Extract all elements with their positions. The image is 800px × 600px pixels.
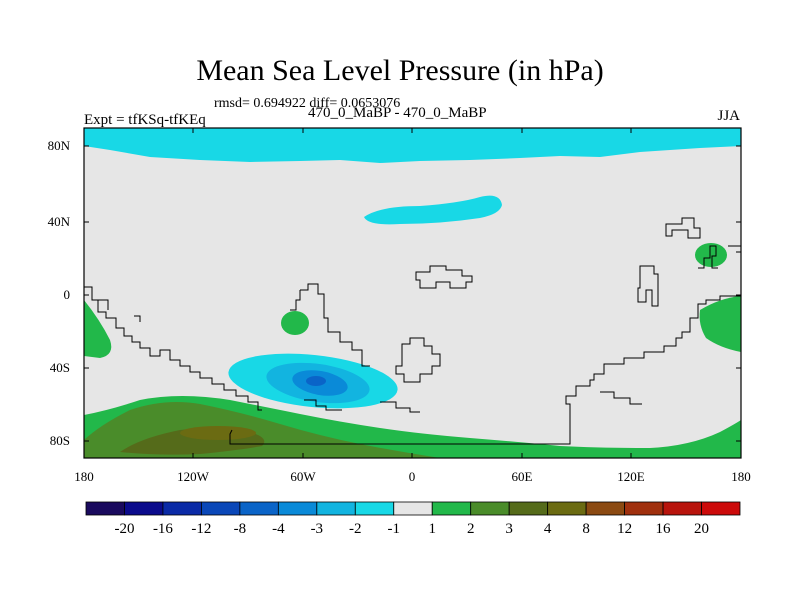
- colorbar-swatch: [124, 501, 164, 516]
- northern-low-region: [364, 195, 502, 225]
- colorbar-swatch: [547, 501, 587, 516]
- colorbar-label: 8: [582, 521, 590, 537]
- x-tick-label: 120W: [177, 469, 209, 484]
- colorbar-swatch: [354, 501, 395, 516]
- colorbar-label: -12: [191, 521, 212, 537]
- experiment-label: Expt = tfKSq-tfKEq: [84, 112, 206, 128]
- colorbar-label: -4: [272, 521, 285, 537]
- colorbar-swatch: [585, 501, 625, 516]
- colorbar-label: 2: [466, 521, 475, 537]
- colorbar-label: -2: [349, 521, 362, 537]
- colorbar-swatch: [316, 501, 356, 516]
- stats-subtitle: rmsd= 0.694922 diff= 0.0653076: [214, 96, 401, 111]
- colorbar-label: -16: [152, 521, 173, 537]
- x-tick-label: 180: [731, 469, 751, 484]
- colorbar-label: 20: [694, 521, 710, 537]
- colorbar-swatch: [201, 501, 241, 516]
- east-pacific-high: [84, 300, 112, 358]
- colorbar-label: 12: [617, 521, 633, 537]
- colorbar-swatch: [393, 501, 433, 516]
- y-tick-label: 40N: [47, 214, 70, 229]
- colorbar-swatch: [701, 501, 741, 516]
- colorbar-swatch: [470, 501, 510, 516]
- y-tick-label: 80N: [47, 138, 70, 153]
- southern-low-core: [306, 376, 326, 386]
- colorbar-label: -1: [387, 521, 401, 537]
- colorbar-swatch: [508, 501, 549, 516]
- colorbar-swatch: [239, 501, 279, 516]
- season-label: JJA: [717, 108, 740, 124]
- colorbar-swatch: [662, 501, 702, 516]
- east-asia-high: [695, 243, 727, 267]
- axis-ticks: [84, 128, 741, 458]
- south-america-high: [281, 311, 309, 335]
- coastlines: [84, 217, 741, 445]
- colorbar-swatch: [624, 501, 664, 516]
- map-plot-area: [84, 128, 741, 458]
- x-tick-label: 60W: [290, 469, 316, 484]
- x-tick-label: 60E: [511, 469, 533, 484]
- x-tick-label: 0: [408, 469, 416, 484]
- colorbar-swatch: [85, 501, 125, 516]
- arctic-low-region: [84, 128, 741, 163]
- map-title: Mean Sea Level Pressure (in hPa): [196, 54, 604, 87]
- comparison-label: 470_0_MaBP - 470_0_MaBP: [308, 105, 487, 121]
- x-tick-label: 120E: [617, 469, 645, 484]
- colorbar-label: -20: [114, 521, 135, 537]
- colorbar-label: 3: [505, 521, 513, 537]
- colorbar-label: 4: [543, 521, 552, 537]
- colorbar-label: -8: [233, 521, 247, 537]
- colorbar-label: 1: [428, 521, 436, 537]
- colorbar-swatch: [431, 501, 472, 516]
- west-pacific-high: [699, 296, 741, 352]
- colorbar-label: 16: [655, 521, 671, 537]
- colorbar-swatch: [277, 501, 318, 516]
- y-tick-label: 40S: [49, 360, 70, 375]
- x-tick-label: 180: [74, 469, 94, 484]
- antarctic-high-core: [180, 426, 256, 440]
- y-tick-label: 0: [63, 287, 71, 302]
- y-tick-label: 80S: [49, 433, 70, 448]
- colorbar: [85, 501, 741, 516]
- colorbar-label: -3: [310, 521, 324, 537]
- colorbar-swatch: [162, 501, 202, 516]
